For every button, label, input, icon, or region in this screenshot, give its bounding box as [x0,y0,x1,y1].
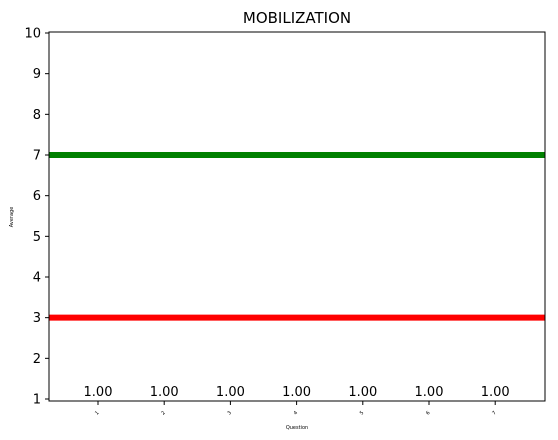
y-tick-label: 9 [33,67,41,82]
y-tick-label: 2 [33,352,41,367]
bar-value-label: 1.00 [415,385,444,400]
y-tick-label: 3 [33,311,41,326]
y-tick-label: 8 [33,108,41,123]
x-tick-label: 2 [160,410,166,416]
x-tick-label: 5 [359,410,365,416]
x-tick-label: 4 [293,410,299,416]
y-tick-label: 5 [33,230,41,245]
bar-value-label: 1.00 [150,385,179,400]
y-tick-label: 4 [33,271,41,286]
x-tick-label: 7 [491,410,497,416]
y-tick-label: 7 [33,149,41,164]
x-tick-label: 6 [425,410,431,416]
x-tick-label: 1 [94,410,100,416]
data-labels: 1.00 1.00 1.00 1.00 1.00 1.00 1.00 [84,385,510,400]
bar-value-label: 1.00 [282,385,311,400]
y-tick-label: 1 [33,393,41,408]
bar-value-label: 1.00 [84,385,113,400]
chart-title: MOBILIZATION [243,9,351,27]
bar-value-label: 1.00 [348,385,377,400]
y-axis-title: Average [9,207,15,228]
bar-value-label: 1.00 [216,385,245,400]
x-axis-ticks: 1 2 3 4 5 6 7 [94,401,498,417]
y-tick-label: 6 [33,189,41,204]
y-tick-label: 10 [24,27,41,42]
y-axis-ticks: 1 2 3 4 5 6 7 8 9 10 [24,27,49,408]
x-tick-label: 3 [226,410,232,416]
reference-lines [49,152,545,321]
x-axis-title: Question [286,425,308,431]
plot-frame [48,31,546,402]
bar-value-label: 1.00 [481,385,510,400]
